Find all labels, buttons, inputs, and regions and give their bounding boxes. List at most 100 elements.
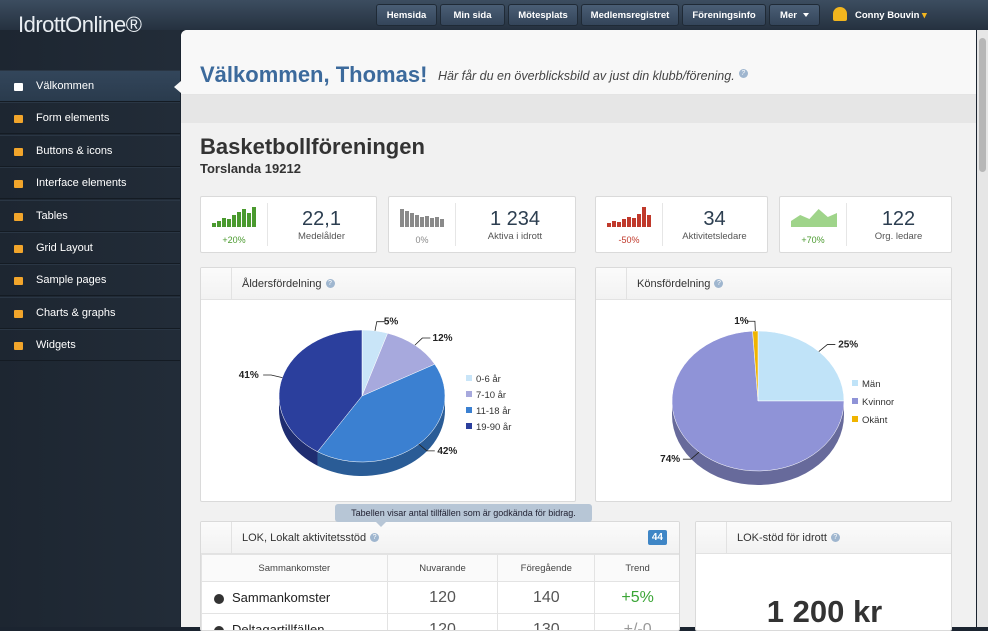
spark-bar [637,214,641,227]
nav-button[interactable]: Mer [769,4,820,26]
sidebar-label: Grid Layout [36,242,93,254]
help-icon[interactable]: ? [370,533,379,542]
spark-bar [222,218,226,227]
sidebar-item[interactable]: Tables [0,200,180,232]
stat-value: 1 234 [455,208,575,231]
nav-button[interactable]: Mötesplats [508,4,578,26]
welcome-title: Välkommen, Thomas! [200,62,427,88]
nav-button[interactable]: Hemsida [376,4,437,26]
user-menu[interactable]: Conny Bouvin ▾ [855,10,927,21]
logo[interactable]: IdrottOnline® [18,12,141,38]
sidebar-item[interactable]: Interface elements [0,167,180,199]
column-header: Föregående [498,555,595,582]
sidebar-label: Widgets [36,339,76,351]
header: Välkommen, Thomas! Här får du en överbli… [181,30,976,95]
sidebar-icon [14,148,23,156]
arrow-icon [696,522,727,554]
stat-change: -50% [596,235,662,245]
data-label: 1% [734,316,749,327]
lok-panel: LOK, Lokalt aktivitetsstöd? 44 Sammankom… [200,521,680,631]
tooltip: Tabellen visar antal tillfällen som är g… [335,504,592,522]
sidebar-item[interactable]: Buttons & icons [0,135,180,167]
legend-label: Män [862,379,880,390]
spark-bar [440,219,444,227]
spark-bar [612,221,616,227]
welcome-subtitle: Här får du en överblicksbild av just din… [438,69,748,83]
spark-bar [435,217,439,227]
cell: 140 [498,582,595,614]
sidebar-label: Charts & graphs [36,307,115,319]
help-icon[interactable]: ? [326,279,335,288]
sidebar-label: Sample pages [36,274,106,286]
spark-bar [430,218,434,227]
spark-bar [237,212,241,227]
panel-header: Könsfördelning? [596,268,951,300]
sidebar-item[interactable]: Widgets [0,329,180,361]
nav-button[interactable]: Medlemsregistret [581,4,679,26]
spark-bar [410,213,414,227]
stat-label: Aktiva i idrott [455,231,575,242]
sidebar-icon [14,83,23,91]
nav-button[interactable]: Föreningsinfo [682,4,766,26]
badge: 44 [648,530,667,545]
legend-swatch [852,416,858,422]
sparkline-icon [400,205,446,227]
panel-title: Åldersfördelning [242,278,322,290]
legend-label: 7-10 år [476,390,506,401]
caret: ▾ [922,10,927,21]
nav-label: Medlemsregistret [591,10,670,21]
panel-title: LOK-stöd för idrott [737,532,827,544]
legend-label: Kvinnor [862,397,894,408]
help-icon[interactable]: ? [831,533,840,542]
legend-label: Okänt [862,415,888,426]
help-icon[interactable]: ? [714,279,723,288]
stat-change: 0% [389,235,455,245]
spark-bar [642,207,646,227]
spark-bar [247,213,251,227]
legend-swatch [466,391,472,397]
spark-bar [252,207,256,227]
support-panel: LOK-stöd för idrott? 1 200 kr [695,521,952,631]
support-amount: 1 200 kr [696,594,952,630]
spark-area [791,207,837,227]
spark-bar [617,222,621,227]
cell: +5% [595,582,680,614]
panel-title: Könsfördelning [637,278,710,290]
nav-button[interactable]: Min sida [440,4,505,26]
nav-label: Mer [780,10,797,21]
data-label: 41% [239,370,259,381]
sidebar-item[interactable]: Grid Layout [0,232,180,264]
sidebar-item[interactable]: Välkommen [0,70,180,102]
active-notch [174,81,181,93]
sidebar-item[interactable]: Form elements [0,102,180,134]
help-icon[interactable]: ? [739,69,748,78]
band [181,95,976,123]
sidebar-label: Välkommen [36,80,94,92]
legend-label: 19-90 år [476,422,511,433]
stat-value: 34 [662,208,767,231]
data-label: 42% [437,446,457,457]
sidebar-item[interactable]: Sample pages [0,264,180,296]
spark-bar [242,209,246,227]
scroll-thumb[interactable] [979,38,986,172]
cell: +/-0 [595,614,680,631]
row-label: Sammankomster [232,590,330,605]
cell: 120 [387,614,498,631]
sparkline-icon [791,205,837,227]
chart-icon [201,268,232,300]
sparkline-icon [607,205,653,227]
sidebar-icon [14,245,23,253]
sidebar-label: Tables [36,210,68,222]
panel-header: Åldersfördelning? [201,268,575,300]
legend-swatch [466,423,472,429]
sidebar-item[interactable]: Charts & graphs [0,297,180,329]
column-header: Trend [595,555,680,582]
sidebar-label: Form elements [36,112,109,124]
legend-swatch [466,407,472,413]
data-label: 74% [660,454,680,465]
